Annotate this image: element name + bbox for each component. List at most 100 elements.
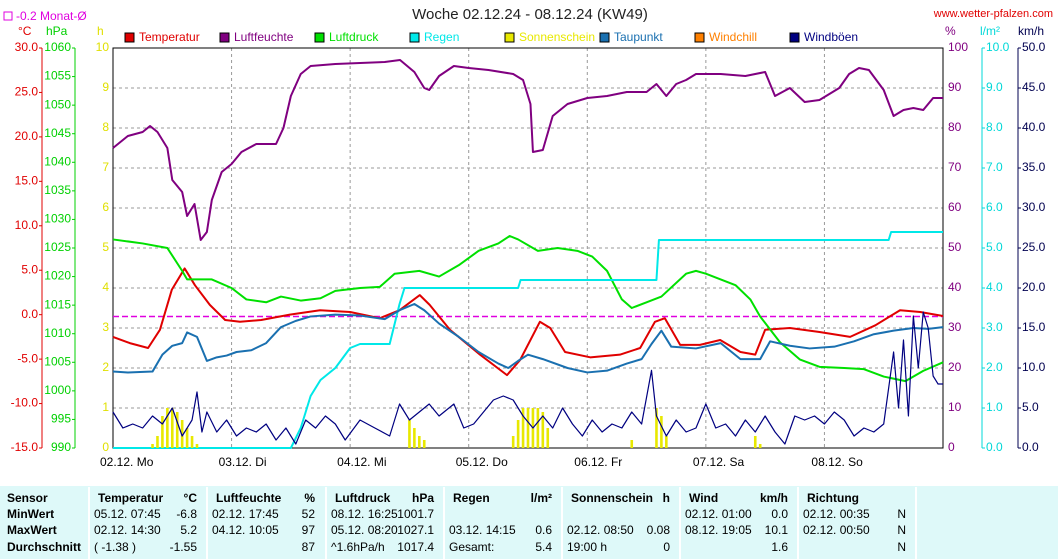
- table-cell: 02.12. 00:50: [803, 523, 870, 537]
- y-tick-label: 20: [948, 360, 962, 374]
- table-cell: 1017.4: [397, 540, 434, 554]
- sunshine-bar: [408, 420, 411, 448]
- table-unit: °C: [184, 491, 198, 505]
- table-cell: 0.0: [771, 507, 788, 521]
- x-tick-label: 06.12. Fr: [574, 455, 622, 469]
- sunshine-bar: [753, 436, 757, 448]
- table-header: Luftfeuchte: [216, 491, 282, 505]
- axis-unit: %: [945, 24, 956, 38]
- table-cell: 05.12. 08:20: [331, 523, 398, 537]
- y-tick-label: 1015: [44, 297, 71, 311]
- legend-label: Sonnenschein: [519, 30, 595, 44]
- axis-unit: °C: [18, 24, 32, 38]
- legend-label: Luftfeuchte: [234, 30, 294, 44]
- legend-label: Windböen: [804, 30, 858, 44]
- y-tick-label: 1060: [44, 40, 71, 54]
- y-tick-label: 30.0: [15, 40, 39, 54]
- sunshine-bar: [541, 412, 545, 448]
- legend-label: Taupunkt: [614, 30, 663, 44]
- y-tick-label: 1020: [44, 269, 71, 283]
- table-cell: ( -1.38 ): [94, 540, 136, 554]
- sunshine-bar: [413, 428, 416, 448]
- table-unit: h: [663, 491, 670, 505]
- y-tick-label: 1040: [44, 154, 71, 168]
- table-cell: 10.1: [765, 523, 789, 537]
- y-tick-label: 1: [102, 400, 109, 414]
- y-tick-label: 4.0: [986, 280, 1003, 294]
- y-tick-label: 100: [948, 40, 968, 54]
- x-tick-label: 07.12. Sa: [693, 455, 745, 469]
- y-tick-label: 10.0: [986, 40, 1010, 54]
- table-row-label: MinWert: [7, 507, 54, 521]
- y-tick-label: 0: [102, 440, 109, 454]
- series-line: [112, 59, 943, 241]
- y-tick-label: 0.0: [1022, 440, 1039, 454]
- sunshine-bar: [175, 412, 179, 448]
- sunshine-bar: [521, 408, 525, 448]
- y-tick-label: 0.0: [21, 307, 38, 321]
- table-cell: 87: [302, 540, 316, 554]
- table-cell: 02.12. 14:30: [94, 523, 161, 537]
- sunshine-bar: [758, 444, 762, 448]
- series-line: [112, 303, 944, 374]
- table-unit: km/h: [760, 491, 788, 505]
- y-tick-label: 7: [102, 160, 109, 174]
- sunshine-bar: [151, 444, 154, 448]
- sunshine-bar: [546, 428, 550, 448]
- y-tick-label: -10.0: [11, 396, 39, 410]
- y-tick-label: 6: [102, 200, 109, 214]
- y-tick-label: 50: [948, 240, 962, 254]
- table-cell: 04.12. 10:05: [212, 523, 279, 537]
- y-tick-label: 0: [948, 440, 955, 454]
- y-tick-label: -15.0: [11, 440, 39, 454]
- legend-swatch: [219, 32, 230, 43]
- table-header: Luftdruck: [335, 491, 391, 505]
- table-header: Richtung: [807, 491, 859, 505]
- y-tick-label: 10: [948, 400, 962, 414]
- sunshine-bar: [418, 436, 421, 448]
- y-tick-label: 1000: [44, 383, 71, 397]
- legend-swatch: [789, 32, 800, 43]
- x-tick-label: 05.12. Do: [456, 455, 508, 469]
- x-tick-label: 03.12. Di: [219, 455, 267, 469]
- table-cell: ^1.6hPa/h: [331, 540, 385, 554]
- y-tick-label: 8.0: [986, 120, 1003, 134]
- y-tick-label: 15.0: [1022, 320, 1046, 334]
- y-tick-label: 5.0: [986, 240, 1003, 254]
- y-tick-label: 70: [948, 160, 962, 174]
- y-tick-label: 990: [51, 440, 71, 454]
- table-cell: 02.12. 00:35: [803, 507, 870, 521]
- table-header: Regen: [453, 491, 490, 505]
- table-cell: 5.4: [535, 540, 552, 554]
- table-unit: hPa: [412, 491, 434, 505]
- legend-swatch: [124, 32, 135, 43]
- legend-swatch: [409, 32, 420, 43]
- table-unit: l/m²: [531, 491, 552, 505]
- sunshine-bar: [166, 408, 169, 448]
- table-cell: 1027.1: [397, 523, 434, 537]
- legend-swatch: [599, 32, 610, 43]
- y-tick-label: 1035: [44, 183, 71, 197]
- y-tick-label: 30: [948, 320, 962, 334]
- sunshine-bar: [161, 416, 164, 448]
- y-tick-label: 25.0: [15, 85, 39, 99]
- table-cell: 0.6: [535, 523, 552, 537]
- table-cell: Gesamt:: [449, 540, 494, 554]
- table-background: [0, 486, 1058, 559]
- y-tick-label: 1030: [44, 212, 71, 226]
- sunshine-bar: [511, 436, 515, 448]
- legend-swatch: [504, 32, 515, 43]
- table-cell: 02.12. 01:00: [685, 507, 752, 521]
- y-tick-label: 9: [102, 80, 109, 94]
- sunshine-bar: [526, 408, 530, 448]
- y-tick-label: 1050: [44, 97, 71, 111]
- y-tick-label: 80: [948, 120, 962, 134]
- table-cell: -1.55: [170, 540, 198, 554]
- mean-label: -0.2 Monat-Ø: [16, 9, 87, 23]
- sunshine-bar: [516, 420, 520, 448]
- table-row-label: Durchschnitt: [7, 540, 81, 554]
- y-tick-label: 2.0: [986, 360, 1003, 374]
- table-row-label: MaxWert: [7, 523, 57, 537]
- sunshine-bar: [660, 416, 663, 448]
